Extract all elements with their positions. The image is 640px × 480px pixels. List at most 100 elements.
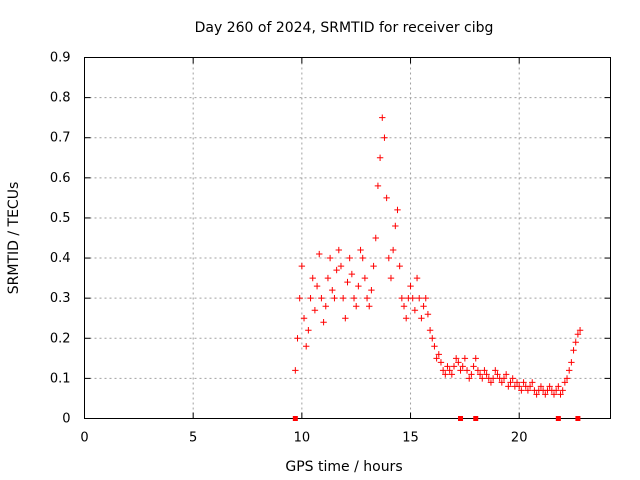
data-point — [500, 375, 508, 382]
data-point — [400, 302, 408, 310]
x-tick-label: 10 — [294, 431, 311, 446]
data-point — [339, 294, 347, 302]
data-point — [383, 194, 390, 202]
data-point — [409, 294, 416, 302]
data-point — [494, 371, 501, 378]
data-point — [520, 379, 527, 386]
data-point — [468, 371, 475, 378]
data-point — [442, 371, 449, 378]
data-point — [472, 355, 479, 362]
x-tick-label: 0 — [80, 431, 88, 446]
data-point — [487, 379, 495, 386]
data-point — [326, 254, 334, 262]
data-point — [413, 274, 421, 282]
data-point — [424, 311, 432, 318]
baseline-marker — [555, 416, 561, 421]
data-point — [348, 270, 356, 278]
data-point — [509, 375, 516, 382]
baseline-marker — [575, 416, 581, 421]
data-point — [374, 182, 382, 190]
data-point — [411, 307, 419, 314]
data-point — [342, 315, 349, 322]
baseline-markers — [292, 416, 581, 421]
data-point — [572, 339, 579, 346]
data-point — [335, 246, 343, 254]
y-tick-label: 0.7 — [50, 131, 71, 146]
data-point — [542, 391, 549, 398]
data-point — [361, 274, 369, 282]
data-point — [439, 367, 447, 374]
data-point — [516, 383, 523, 390]
data-point — [357, 246, 364, 254]
data-point — [385, 254, 392, 262]
data-point — [566, 367, 573, 374]
data-point — [370, 262, 377, 270]
data-point — [526, 383, 534, 390]
data-point — [570, 347, 577, 354]
data-point — [420, 302, 427, 310]
data-point — [320, 319, 327, 326]
data-point — [463, 367, 471, 374]
y-tick-label: 0.4 — [50, 251, 71, 266]
y-tick-label: 0.9 — [50, 51, 71, 66]
data-point — [557, 391, 564, 398]
data-point — [546, 383, 553, 390]
x-axis-label: GPS time / hours — [285, 459, 402, 475]
data-point — [422, 294, 429, 302]
data-point — [303, 343, 310, 350]
data-point — [450, 363, 458, 370]
data-point — [505, 383, 512, 390]
chart-title: Day 260 of 2024, SRMTID for receiver cib… — [195, 20, 494, 36]
data-point — [355, 282, 362, 290]
data-point — [322, 302, 329, 310]
data-point — [394, 206, 401, 214]
data-point — [300, 315, 308, 322]
grid-lines — [84, 57, 611, 419]
data-point — [461, 355, 469, 362]
x-tick-label: 5 — [189, 431, 197, 446]
data-point — [533, 391, 540, 398]
data-point — [344, 278, 351, 286]
data-point — [437, 359, 445, 366]
data-point — [418, 315, 425, 322]
x-tick-labels: 0 5 10 15 20 — [80, 431, 527, 446]
data-point — [389, 246, 397, 254]
y-tick-labels: 0 0.1 0.2 0.3 0.4 0.5 0.6 0.7 0.8 0.9 — [50, 51, 71, 427]
data-point — [537, 383, 545, 390]
data-point — [426, 327, 434, 334]
data-point — [457, 367, 464, 374]
data-point — [305, 327, 312, 334]
data-point — [324, 274, 332, 282]
data-point — [524, 387, 532, 394]
data-point — [298, 262, 306, 270]
data-point — [507, 379, 514, 386]
data-point — [337, 262, 345, 270]
data-point — [416, 294, 423, 302]
data-point — [489, 375, 497, 382]
data-point — [407, 282, 414, 290]
data-point — [392, 222, 399, 230]
data-point — [518, 387, 525, 394]
data-point — [396, 262, 403, 270]
y-tick-label: 0.5 — [50, 211, 71, 226]
data-point — [492, 367, 499, 374]
baseline-marker — [473, 416, 479, 421]
data-point — [294, 335, 301, 342]
y-tick-label: 0.6 — [50, 171, 71, 186]
y-tick-label: 0.8 — [50, 91, 71, 106]
data-point — [331, 294, 338, 302]
data-point — [435, 351, 442, 358]
data-point — [563, 375, 571, 382]
data-point — [398, 294, 406, 302]
data-point — [309, 274, 316, 282]
data-point — [466, 375, 473, 382]
data-point — [366, 302, 373, 310]
data-point — [481, 367, 488, 374]
plot-frame — [84, 57, 611, 419]
data-point — [433, 355, 440, 362]
data-point — [296, 294, 303, 302]
data-point — [444, 363, 451, 370]
data-point — [474, 367, 482, 374]
data-point — [381, 134, 388, 141]
